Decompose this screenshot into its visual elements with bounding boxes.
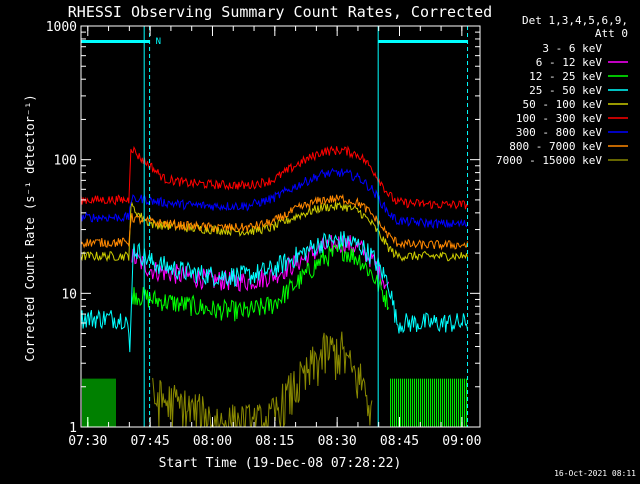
legend-label-8: 7000 - 15000 keV <box>496 154 602 167</box>
legend-header: Att 0 <box>595 27 628 40</box>
y-axis-label: Corrected Count Rate (s⁻¹ detector⁻¹) <box>23 94 37 361</box>
night-flag-bar-1 <box>378 40 468 43</box>
y-tick-label: 1000 <box>46 20 77 35</box>
legend-label-7: 800 - 7000 keV <box>509 140 602 153</box>
att-band-0 <box>80 378 116 427</box>
legend-label-6: 300 - 800 keV <box>516 126 602 139</box>
series-line-2 <box>131 242 390 322</box>
series-line-4 <box>80 201 468 263</box>
x-axis-label: Start Time (19-Dec-08 07:28:22) <box>159 456 402 471</box>
x-tick-label: 08:45 <box>380 434 419 449</box>
legend-label-2: 12 - 25 keV <box>529 70 602 83</box>
y-tick-label: 1 <box>69 421 77 436</box>
y-tick-label: 100 <box>54 154 77 169</box>
legend-label-4: 50 - 100 keV <box>523 98 603 111</box>
x-tick-label: 08:00 <box>193 434 232 449</box>
x-tick-label: 09:00 <box>442 434 481 449</box>
chart-title: RHESSI Observing Summary Count Rates, Co… <box>68 3 492 21</box>
timestamp: 16-Oct-2021 08:11 <box>554 469 636 478</box>
series-line-1 <box>131 234 390 292</box>
series-line-3 <box>80 231 468 353</box>
series-line-6 <box>80 167 468 229</box>
legend-label-5: 100 - 300 keV <box>516 112 602 125</box>
series-line-8 <box>152 331 373 429</box>
series-line-0 <box>131 261 390 347</box>
x-tick-label: 08:15 <box>255 434 294 449</box>
legend-label-3: 25 - 50 keV <box>529 84 602 97</box>
night-flag-bar-0 <box>81 40 150 43</box>
legend-label-0: 3 - 6 keV <box>542 42 602 55</box>
legend-label-1: 6 - 12 keV <box>536 56 603 69</box>
plot-frame <box>80 25 481 428</box>
att-band-1 <box>390 378 468 427</box>
x-tick-label: 08:30 <box>318 434 357 449</box>
legend-header: Det 1,3,4,5,6,9, <box>522 14 628 27</box>
x-tick-label: 07:30 <box>68 434 107 449</box>
series-line-5 <box>80 145 468 210</box>
series-line-7 <box>80 193 468 251</box>
x-tick-label: 07:45 <box>131 434 170 449</box>
y-tick-label: 10 <box>61 287 77 302</box>
night-flag-label: N <box>156 37 161 47</box>
